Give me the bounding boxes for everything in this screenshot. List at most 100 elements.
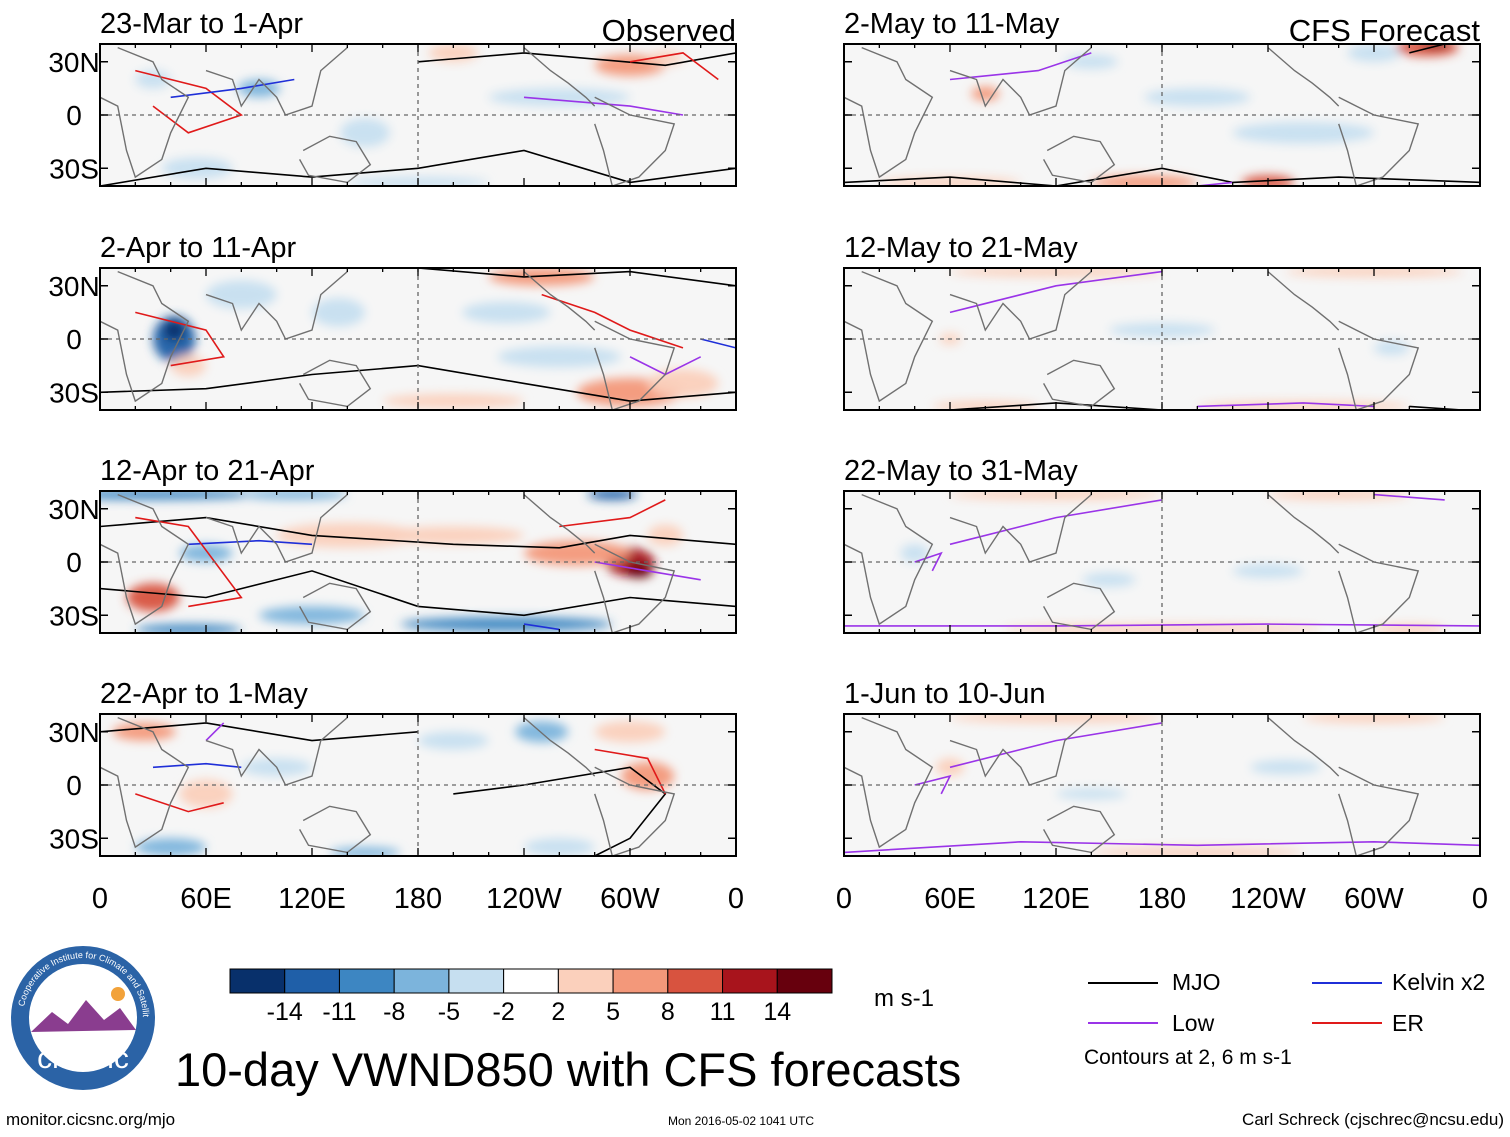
- coastline-3: [298, 359, 372, 408]
- panel-forecast-1: 2-May to 11-May CFS Forecast: [843, 8, 1481, 187]
- colorbar-label: 14: [763, 998, 791, 1026]
- anomaly-blob-8: [647, 369, 719, 398]
- panel-title: 23-Mar to 1-Apr: [100, 8, 303, 40]
- anomaly-blob-5: [161, 157, 233, 179]
- colorbar-swatch-1: [229, 968, 286, 994]
- anomaly-blob-14: [647, 524, 683, 547]
- coastline-4: [523, 47, 596, 107]
- coastline-2: [205, 494, 348, 563]
- contour-kelvin-3: [188, 539, 313, 546]
- contour-kelvin-4: [170, 78, 295, 99]
- coastline-2: [205, 271, 348, 340]
- x-tick-label: 0: [92, 883, 108, 915]
- contour-note: Contours at 2, 6 m s-1: [1084, 1046, 1292, 1069]
- panel-forecast-3: 22-May to 31-May: [843, 455, 1481, 634]
- coastlines: [844, 493, 1420, 633]
- x-tick-label: 180: [1138, 883, 1186, 915]
- chart-title: 10-day VWND850 with CFS forecasts: [175, 1043, 962, 1096]
- coastline-3: [298, 135, 372, 184]
- coastlines: [844, 46, 1420, 186]
- anomaly-blob-9: [1347, 44, 1401, 62]
- contour-low-2: [844, 840, 1480, 854]
- contour-mjo-1: [100, 516, 736, 549]
- anomaly-blob-2: [179, 779, 233, 809]
- colorbar-swatch-10: [722, 968, 778, 994]
- coastline-1: [100, 716, 190, 849]
- anomaly-blob-6: [900, 544, 929, 562]
- y-tick-label: 30S: [49, 823, 99, 854]
- contour-low-6: [205, 722, 225, 742]
- coastline-1: [844, 716, 934, 849]
- coastline-4: [523, 494, 596, 554]
- coastline-5: [594, 320, 676, 410]
- y-tick-label: 0: [66, 547, 82, 578]
- contour-kelvin-7: [523, 623, 560, 631]
- anomaly-blob-12: [259, 606, 365, 625]
- contour-low-2: [949, 52, 1092, 81]
- coastline-4: [1267, 717, 1340, 777]
- anomaly-blob-7: [135, 838, 206, 856]
- x-tick-label: 60W: [1344, 883, 1404, 915]
- panel-title: 22-Apr to 1-May: [100, 678, 308, 710]
- panel-observed-3: 30N 0 30S 12-Apr to 21-Apr: [48, 455, 737, 634]
- coastline-1: [844, 493, 934, 626]
- anomaly-blob-4: [515, 721, 569, 743]
- column-header-observed: Observed: [602, 13, 736, 48]
- contour-low-1: [949, 499, 1163, 546]
- anomaly-blob-6: [621, 761, 675, 791]
- contour-er-3: [135, 69, 243, 134]
- colorbar-swatch-2: [284, 968, 340, 994]
- footer-author: Carl Schreck (cjschrec@ncsu.edu): [1242, 1110, 1504, 1129]
- y-tick-label: 30S: [49, 377, 99, 408]
- panel-forecast-2: 12-May to 21-May: [843, 232, 1481, 411]
- colorbar-swatch-9: [667, 968, 724, 994]
- legend-label-mjo: MJO: [1172, 969, 1221, 995]
- anomaly-blob-5: [276, 522, 418, 548]
- contours: [100, 722, 667, 856]
- coastline-3: [1042, 135, 1116, 184]
- coastline-2: [205, 717, 348, 786]
- coastline-5: [594, 766, 676, 856]
- anomaly-blob-9: [126, 583, 180, 612]
- coastlines: [100, 46, 676, 186]
- anomaly-blob-11: [497, 346, 622, 368]
- anomaly-blob-1: [100, 491, 259, 500]
- coastline-1: [100, 493, 190, 626]
- anomaly-blob-5: [594, 721, 666, 743]
- footer-timestamp: Mon 2016-05-02 1041 UTC: [668, 1114, 815, 1128]
- colorbar-swatch-5: [448, 968, 505, 994]
- y-tick-label: 30N: [48, 271, 99, 302]
- contour-low-1: [949, 722, 1163, 769]
- anomaly-blob-6: [1109, 323, 1215, 338]
- logo-sun-icon: [111, 987, 125, 1001]
- anomaly-blob-1: [1395, 44, 1459, 57]
- footer-url: monitor.cicsnc.org/mjo: [6, 1110, 176, 1129]
- colorbar-swatch-3: [338, 968, 395, 994]
- colorbar-label: 5: [606, 998, 620, 1026]
- x-tick-label: 120W: [1230, 883, 1306, 915]
- anomaly-blob-9: [135, 70, 171, 89]
- anomaly-blob-4: [179, 544, 233, 562]
- contour-er-6: [629, 52, 719, 81]
- coastlines: [100, 270, 676, 410]
- colorbar-label: 2: [551, 998, 565, 1026]
- colorbar-label: -14: [267, 998, 303, 1026]
- colorbar-swatch-8: [612, 968, 669, 994]
- coastline-2: [949, 271, 1092, 340]
- contour-low-5: [523, 96, 684, 116]
- anomaly-blob-8: [488, 88, 630, 107]
- anomaly-blob-5: [1056, 788, 1127, 800]
- coastline-5: [1338, 543, 1420, 633]
- colorbar: -14 -11 -8 -5 -2 2 5 8 11 14: [229, 968, 833, 1026]
- panel-title: 12-Apr to 21-Apr: [100, 455, 315, 487]
- panel-observed-4: 30N 0 30S 22-Apr to 1-May: [48, 678, 737, 857]
- anomaly-blob-3: [206, 280, 277, 309]
- y-tick-label: 0: [66, 324, 82, 355]
- y-tick-label: 0: [66, 100, 82, 131]
- coastline-4: [523, 717, 596, 777]
- contours: [844, 722, 1480, 854]
- contour-low-6: [594, 561, 701, 581]
- contour-low-4: [914, 551, 943, 572]
- panel-title: 22-May to 31-May: [844, 455, 1078, 487]
- coastline-2: [205, 47, 348, 116]
